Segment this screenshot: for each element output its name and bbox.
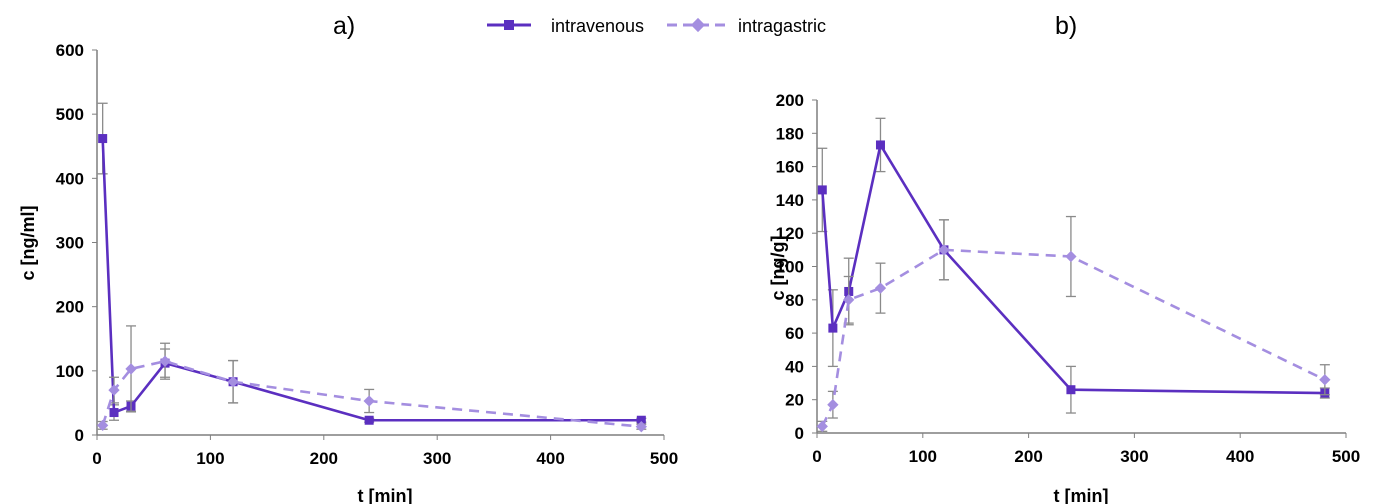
x-tick-label: 500: [650, 449, 678, 468]
data-point-intravenous-a: [636, 415, 646, 425]
data-point-intragastric-b: [938, 244, 950, 256]
x-tick-label: 100: [196, 449, 224, 468]
x-axis-title-b: t [min]: [1054, 486, 1109, 504]
chart-panel-b: b) 0 100 200 300 400 500 0 20 40 60 80 100 120 140 160…: [768, 12, 1360, 504]
y-tick-label: 300: [56, 234, 84, 253]
data-point-intravenous-b: [828, 323, 838, 333]
x-tick-label: 500: [1332, 447, 1360, 466]
legend-entry-intravenous: intravenous: [487, 16, 644, 36]
y-tick-label: 100: [776, 258, 804, 277]
y-tick-label: 160: [776, 158, 804, 177]
plot-area-a: [97, 102, 647, 433]
y-axis-title-a: c [ng/ml]: [18, 206, 38, 281]
y-tick-label: 120: [776, 224, 804, 243]
data-point-intragastric-b: [1065, 250, 1077, 263]
data-point-intragastric-a: [227, 376, 239, 388]
x-tick-label: 100: [909, 447, 937, 466]
data-point-intravenous-a: [109, 408, 119, 418]
y-tick-label: 400: [56, 169, 84, 188]
x-tick-label: 0: [812, 447, 821, 466]
x-tick-label: 200: [310, 449, 338, 468]
legend-marker-diamond-icon: [690, 17, 706, 33]
data-point-intragastric-a: [635, 421, 647, 433]
data-point-intravenous-a: [364, 415, 374, 425]
y-tick-label: 40: [785, 357, 804, 376]
y-tick-label: 60: [785, 324, 804, 343]
legend-label-intragastric: intragastric: [738, 16, 826, 36]
x-tick-label: 300: [1120, 447, 1148, 466]
data-point-intravenous-b: [817, 185, 827, 195]
x-tick-label: 400: [536, 449, 564, 468]
plot-area-b: [816, 117, 1331, 432]
axes-a: 0 100 200 300 400 500 0 100 200 300 400 500 600: [56, 41, 679, 468]
x-tick-label: 400: [1226, 447, 1254, 466]
axes-b: 0 100 200 300 400 500 0 20 40 60 80 100 120 140 160 180…: [776, 91, 1361, 466]
legend: intravenous intragastric: [487, 16, 826, 36]
y-tick-label: 0: [795, 424, 804, 443]
data-point-intragastric-b: [843, 294, 855, 306]
data-point-intravenous-b: [875, 140, 885, 150]
data-point-intravenous-a: [98, 134, 108, 144]
data-point-intragastric-b: [874, 282, 887, 294]
legend-marker-square-icon: [504, 20, 514, 30]
data-point-intragastric-b: [1319, 374, 1331, 386]
data-point-intragastric-a: [159, 355, 171, 367]
y-axis-title-b: c [ng/g]: [768, 236, 788, 301]
series-line-intravenous-a: [101, 138, 642, 422]
data-point-intragastric-b: [816, 420, 828, 432]
series-line-intravenous-b: [820, 143, 1325, 395]
y-tick-label: 20: [785, 391, 804, 410]
panel-label-a: a): [333, 12, 355, 40]
panel-label-b: b): [1055, 12, 1077, 40]
y-tick-label: 140: [776, 191, 804, 210]
data-point-intravenous-b: [1066, 385, 1076, 395]
y-tick-label: 500: [56, 105, 84, 124]
x-tick-label: 0: [92, 449, 101, 468]
chart-panel-a: a) 0 100 200 300 400 500 0 100 200 300 400 500 600 t…: [18, 12, 678, 504]
y-tick-label: 80: [785, 291, 804, 310]
legend-label-intravenous: intravenous: [551, 16, 644, 36]
y-tick-label: 0: [75, 426, 84, 445]
x-tick-label: 200: [1014, 447, 1042, 466]
data-point-intragastric-b: [827, 399, 839, 411]
y-tick-label: 200: [776, 91, 804, 110]
y-tick-label: 180: [776, 124, 804, 143]
x-tick-label: 300: [423, 449, 451, 468]
y-tick-label: 600: [56, 41, 84, 60]
y-tick-label: 200: [56, 298, 84, 317]
series-line-intragastric-b: [821, 248, 1326, 427]
legend-entry-intragastric: intragastric: [667, 16, 826, 36]
x-axis-title-a: t [min]: [358, 486, 413, 504]
y-tick-label: 100: [56, 362, 84, 381]
data-point-intragastric-a: [125, 363, 137, 375]
data-point-intragastric-a: [363, 395, 375, 407]
